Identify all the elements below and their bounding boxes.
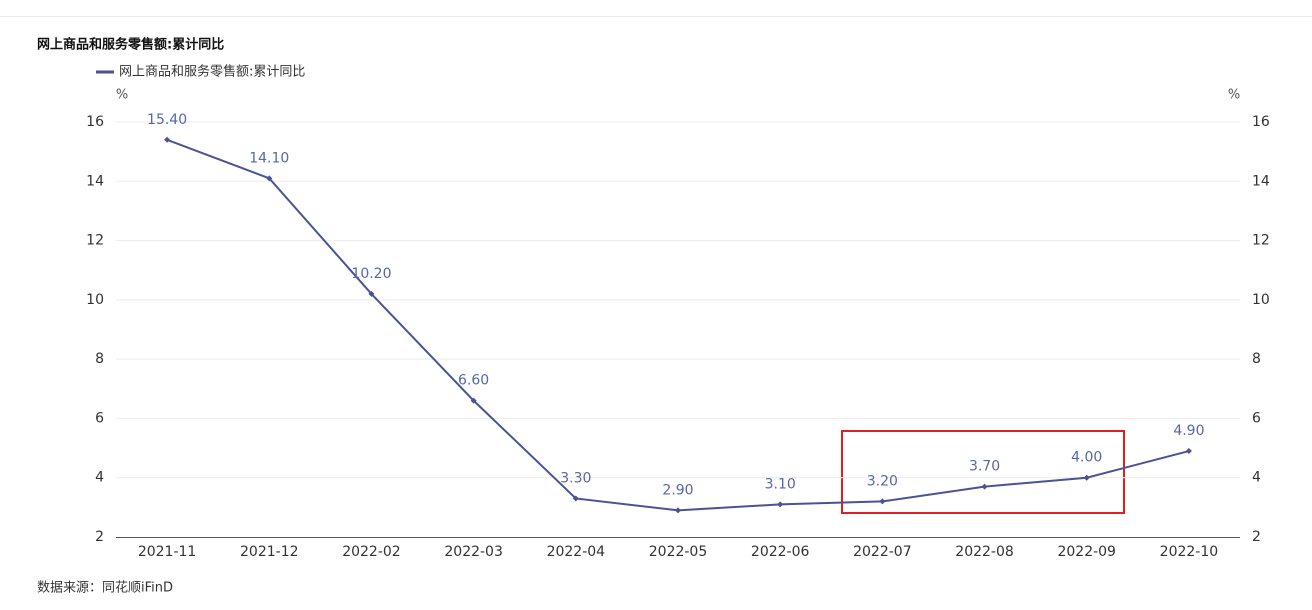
- y2-unit: %: [1228, 88, 1240, 103]
- x-tick-label: 2021-12: [240, 544, 299, 560]
- value-label: 10.20: [351, 266, 391, 282]
- y2-tick-label: 10: [1252, 292, 1270, 308]
- x-tick-label: 2022-07: [853, 544, 912, 560]
- point: [777, 501, 784, 508]
- y-tick-label: 10: [86, 292, 104, 308]
- value-label: 2.90: [662, 482, 693, 498]
- y2-tick-label: 8: [1252, 351, 1261, 367]
- point: [164, 136, 171, 143]
- value-label: 4.00: [1071, 450, 1102, 466]
- y-tick-label: 12: [86, 233, 104, 249]
- y2-tick-label: 16: [1252, 114, 1270, 130]
- x-tick-label: 2021-11: [138, 544, 197, 560]
- x-tick-label: 2022-08: [955, 544, 1014, 560]
- point: [981, 483, 988, 490]
- x-tick-label: 2022-06: [751, 544, 810, 560]
- highlight-box: [841, 430, 1125, 514]
- x-tick-label: 2022-10: [1160, 544, 1219, 560]
- y2-tick-label: 2: [1252, 529, 1261, 545]
- x-tick-label: 2022-03: [444, 544, 503, 560]
- value-label: 4.90: [1173, 423, 1204, 439]
- point: [368, 290, 375, 297]
- x-tick-label: 2022-05: [649, 544, 708, 560]
- y-tick-label: 16: [86, 114, 104, 130]
- value-label: 3.10: [765, 476, 796, 492]
- y-tick-label: 4: [95, 470, 104, 486]
- point: [470, 397, 477, 404]
- point: [675, 507, 681, 514]
- legend-label: 网上商品和服务零售额:累计同比: [119, 64, 305, 80]
- y2-tick-label: 4: [1252, 470, 1261, 486]
- x-tick-label: 2022-09: [1057, 544, 1116, 560]
- y2-tick-label: 12: [1252, 233, 1270, 249]
- point: [572, 495, 579, 502]
- point: [1185, 448, 1192, 455]
- y2-tick-label: 14: [1252, 173, 1270, 189]
- y-tick-label: 6: [95, 410, 104, 426]
- x-tick-label: 2022-04: [547, 544, 606, 560]
- value-label: 6.60: [458, 373, 489, 389]
- value-label: 14.10: [249, 150, 289, 166]
- chart-title: 网上商品和服务零售额:累计同比: [37, 37, 224, 53]
- y-tick-label: 14: [86, 173, 104, 189]
- value-label: 3.70: [969, 459, 1000, 475]
- y-unit: %: [116, 88, 128, 103]
- y-tick-label: 8: [95, 351, 104, 367]
- point: [1083, 474, 1090, 481]
- series-line: [166, 138, 1190, 512]
- source-note: 数据来源：同花顺iFinD: [37, 580, 173, 596]
- y-tick-label: 2: [95, 529, 104, 545]
- value-label: 3.30: [560, 470, 591, 486]
- x-tick-label: 2022-02: [342, 544, 401, 560]
- point: [266, 175, 273, 182]
- value-label: 3.20: [867, 473, 898, 489]
- y2-tick-label: 6: [1252, 410, 1261, 426]
- point: [879, 498, 886, 505]
- value-label: 15.40: [147, 112, 187, 128]
